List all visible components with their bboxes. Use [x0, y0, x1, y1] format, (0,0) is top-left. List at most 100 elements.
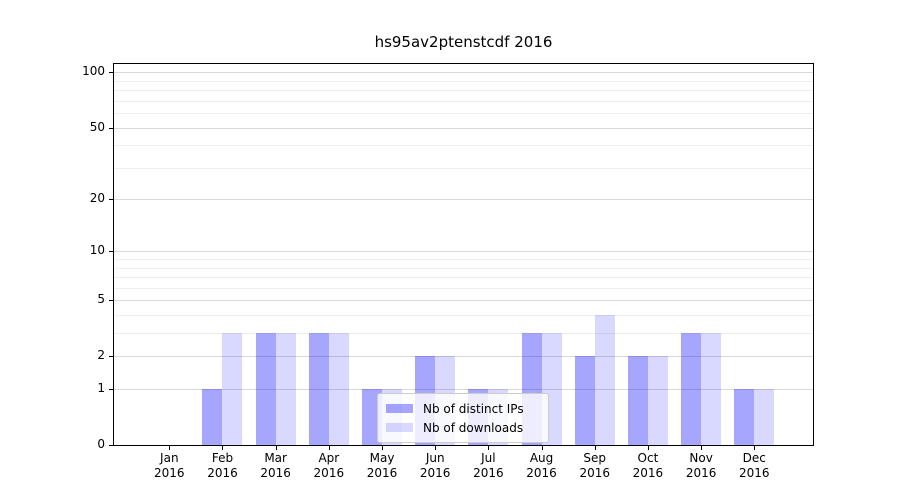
bar-distinct-ips — [574, 356, 595, 445]
x-tick-month: Jul — [481, 451, 496, 465]
gridline-minor — [114, 287, 813, 289]
gridline-minor — [114, 90, 813, 92]
x-tick-year: 2016 — [419, 466, 451, 480]
bar-downloads — [754, 389, 775, 445]
x-tick-month: Oct — [637, 451, 659, 465]
x-tick-label: Mar 2016 — [241, 451, 311, 481]
bar-downloads — [328, 333, 349, 445]
gridline-minor — [114, 113, 813, 115]
x-tick-label: Oct 2016 — [613, 451, 683, 481]
bar-distinct-ips — [627, 356, 648, 445]
x-tick-mark — [382, 446, 384, 450]
gridline-major — [114, 72, 813, 74]
bar-downloads — [275, 333, 296, 445]
x-tick-mark — [541, 446, 543, 450]
y-tick-label: 100 — [82, 64, 105, 79]
y-tick-mark — [109, 199, 113, 201]
x-tick-year: 2016 — [154, 466, 185, 480]
legend-item: Nb of downloads — [386, 418, 540, 437]
x-tick-month: Nov — [689, 451, 713, 465]
gridline-minor — [114, 277, 813, 279]
chart-title: hs95av2ptenstcdf 2016 — [374, 33, 553, 51]
y-tick-mark — [109, 127, 113, 129]
x-tick-month: Feb — [211, 451, 234, 465]
bar-downloads — [594, 315, 615, 445]
y-tick-mark — [109, 300, 113, 302]
x-tick-mark — [328, 446, 330, 450]
gridline-minor — [114, 259, 813, 261]
x-tick-mark — [594, 446, 596, 450]
x-tick-label: Nov 2016 — [666, 451, 736, 481]
x-tick-mark — [754, 446, 756, 450]
y-tick-mark — [109, 251, 113, 253]
x-tick-month: Mar — [264, 451, 287, 465]
x-tick-month: Jun — [425, 451, 445, 465]
gridline-minor — [114, 315, 813, 317]
y-tick-mark — [109, 445, 113, 446]
gridline-major — [114, 356, 813, 358]
y-tick-mark — [109, 72, 113, 74]
y-tick-mark — [109, 389, 113, 391]
y-tick-label: 20 — [89, 191, 105, 206]
gridline-minor — [114, 167, 813, 169]
y-tick-mark — [109, 356, 113, 358]
x-tick-year: 2016 — [632, 466, 664, 480]
x-tick-label: Apr 2016 — [294, 451, 364, 481]
x-tick-month: May — [369, 451, 395, 465]
y-tick-label: 5 — [97, 292, 105, 307]
gridline-major — [114, 199, 813, 201]
x-tick-label: May 2016 — [347, 451, 417, 481]
x-tick-mark — [169, 446, 171, 450]
x-tick-mark — [435, 446, 437, 450]
y-tick-label: 0 — [97, 437, 105, 451]
legend-label: Nb of distinct IPs — [423, 401, 524, 416]
gridline-minor — [114, 100, 813, 102]
x-tick-month: Sep — [583, 451, 607, 465]
legend-label: Nb of downloads — [423, 420, 524, 435]
x-tick-mark — [488, 446, 490, 450]
bar-downloads — [701, 333, 722, 445]
x-tick-year: 2016 — [260, 466, 291, 480]
y-tick-label: 2 — [97, 348, 105, 363]
x-tick-year: 2016 — [738, 466, 770, 480]
x-tick-mark — [647, 446, 649, 450]
y-tick-label: 50 — [89, 119, 105, 134]
gridline-major — [114, 389, 813, 391]
legend-item: Nb of distinct IPs — [386, 399, 540, 418]
x-tick-label: Sep 2016 — [560, 451, 630, 481]
plot-area: Nb of distinct IPs Nb of downloads — [109, 63, 814, 450]
x-tick-year: 2016 — [207, 466, 238, 480]
gridline-minor — [114, 145, 813, 147]
x-tick-month: Apr — [318, 451, 340, 465]
x-tick-label: Jun 2016 — [400, 451, 470, 481]
gridline-major — [114, 300, 813, 302]
legend: Nb of distinct IPs Nb of downloads — [377, 393, 549, 443]
gridline-major — [114, 251, 813, 253]
y-tick-label: 1 — [97, 381, 105, 396]
x-tick-label: Jan 2016 — [134, 451, 204, 481]
gridline-major — [114, 127, 813, 129]
bar-distinct-ips — [681, 333, 702, 445]
x-tick-year: 2016 — [526, 466, 557, 480]
bar-distinct-ips — [734, 389, 755, 445]
y-tick-label: 10 — [89, 243, 105, 258]
x-tick-label: Aug 2016 — [507, 451, 577, 481]
x-tick-mark — [701, 446, 703, 450]
x-tick-year: 2016 — [313, 466, 345, 480]
x-tick-month: Aug — [529, 451, 554, 465]
x-tick-year: 2016 — [473, 466, 504, 480]
legend-swatch-downloads — [386, 423, 413, 432]
x-tick-label: Feb 2016 — [187, 451, 257, 481]
x-tick-mark — [275, 446, 277, 450]
bar-distinct-ips — [202, 389, 223, 445]
bar-downloads — [222, 333, 243, 445]
x-tick-year: 2016 — [366, 466, 398, 480]
x-tick-year: 2016 — [579, 466, 610, 480]
gridline-minor — [114, 267, 813, 269]
x-tick-month: Jan — [160, 451, 179, 465]
x-tick-label: Jul 2016 — [453, 451, 523, 481]
x-tick-month: Dec — [742, 451, 766, 465]
legend-swatch-ips — [386, 404, 413, 413]
x-tick-year: 2016 — [685, 466, 717, 480]
x-tick-label: Dec 2016 — [719, 451, 789, 481]
